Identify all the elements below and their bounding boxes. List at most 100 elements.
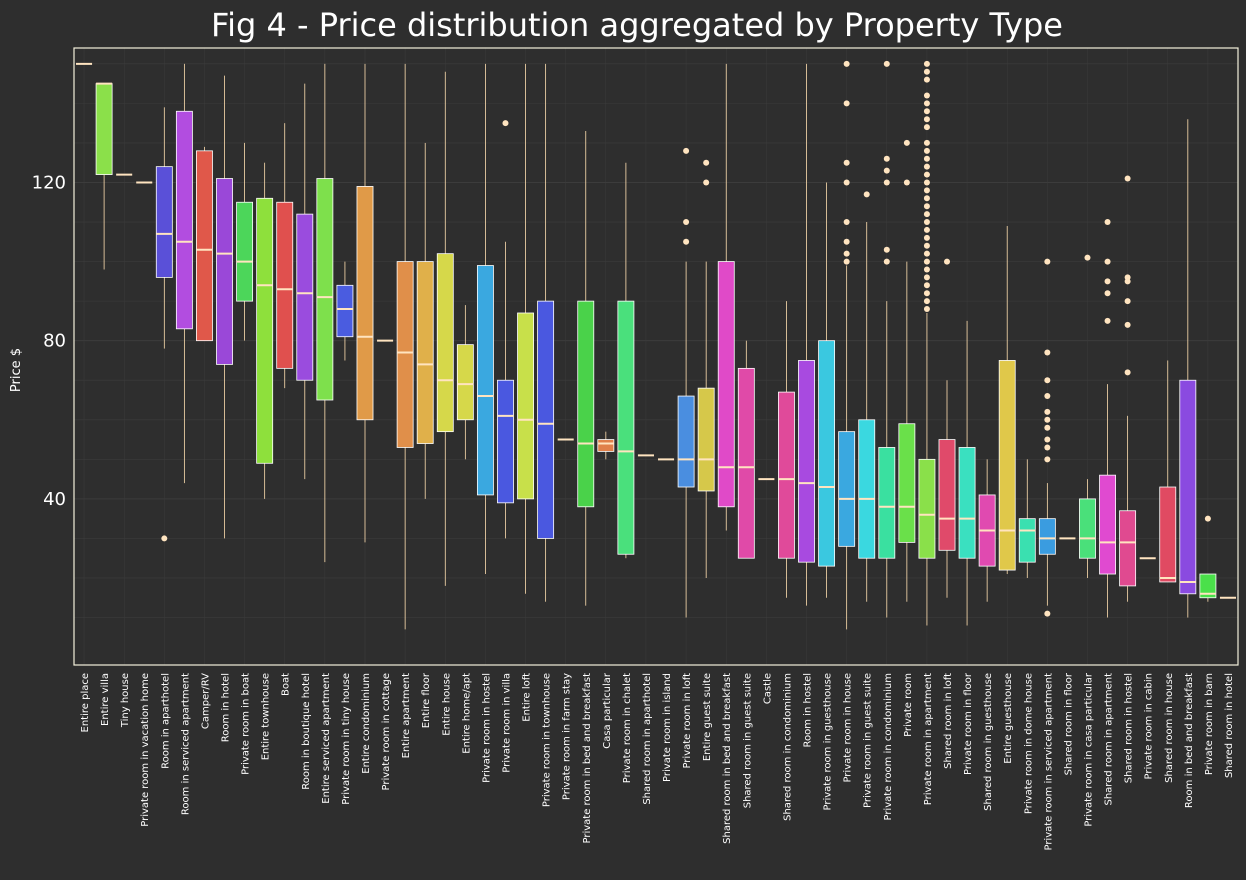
box-24 [537, 63, 555, 602]
x-axis-ticks: Entire place Entire villa Tiny house Privat… [80, 672, 1235, 850]
box-iqr [216, 178, 233, 365]
outlier-point [1104, 278, 1111, 285]
x-tick-label: Room in serviced apartment [180, 673, 191, 815]
outlier-point [1124, 298, 1131, 305]
x-tick-label: Shared room in bed and breakfast [722, 673, 733, 844]
box-34 [737, 340, 755, 559]
box-13 [316, 63, 334, 563]
x-tick-label: Boat [281, 673, 292, 696]
box-2 [95, 82, 113, 270]
box-iqr [737, 367, 755, 559]
outlier-point [683, 147, 690, 154]
box-38 [818, 182, 836, 598]
outlier-point [863, 191, 870, 198]
plot-area [76, 60, 1236, 630]
outlier-point [883, 60, 890, 67]
x-tick-label: Entire guest suite [702, 673, 713, 761]
x-tick-label: Entire townhouse [261, 673, 272, 760]
x-tick-label: Private room in casa particular [1083, 672, 1094, 827]
box-43 [918, 60, 936, 626]
outlier-point [703, 179, 710, 186]
outlier-point [923, 100, 930, 107]
box-44 [938, 258, 956, 598]
box-iqr [1179, 379, 1197, 595]
box-46 [978, 459, 996, 602]
x-tick-label: Shared room in apartment [1104, 673, 1115, 806]
box-9 [236, 142, 254, 341]
box-iqr [456, 344, 474, 421]
x-tick-label: Entire serviced apartment [321, 673, 332, 804]
box-11 [276, 123, 294, 389]
box-iqr [95, 83, 113, 175]
outlier-point [1044, 610, 1051, 617]
box-iqr [838, 431, 856, 547]
x-tick-label: Private room in tiny house [341, 673, 352, 805]
x-tick-label: Entire guesthouse [1003, 673, 1014, 764]
box-iqr [537, 300, 555, 539]
outlier-point [923, 258, 930, 265]
x-tick-label: Room in hostel [803, 673, 814, 747]
outlier-point [683, 219, 690, 226]
outlier-point [923, 274, 930, 281]
x-tick-label: Casa particular [602, 672, 613, 749]
outlier-point [923, 147, 930, 154]
x-tick-label: Private room in chalet [622, 673, 633, 783]
box-iqr [356, 186, 374, 421]
box-iqr [155, 166, 173, 278]
box-15 [356, 63, 374, 543]
outlier-point [923, 108, 930, 115]
x-tick-label: Private room [903, 673, 914, 737]
outlier-point [923, 60, 930, 67]
x-tick-label: Castle [762, 673, 773, 704]
box-23 [517, 63, 534, 594]
outlier-point [843, 60, 850, 67]
outlier-point [923, 68, 930, 75]
x-tick-label: Private room in townhouse [542, 673, 553, 807]
outlier-point [923, 282, 930, 289]
outlier-point [1044, 424, 1051, 431]
outlier-point [923, 266, 930, 273]
outlier-point [923, 195, 930, 202]
box-iqr [938, 439, 956, 551]
box-49 [1038, 258, 1056, 617]
outlier-point [883, 155, 890, 162]
x-tick-label: Entire place [80, 673, 91, 732]
x-tick-label: Private room in apartment [923, 673, 934, 805]
box-51 [1079, 254, 1096, 578]
box-45 [958, 320, 976, 626]
x-tick-label: Private room in loft [682, 673, 693, 769]
x-tick-label: Private room in farm stay [562, 673, 573, 800]
x-tick-label: Entire apartment [401, 673, 412, 758]
x-tick-label: Shared room in hostel [1124, 673, 1135, 783]
box-iqr [577, 300, 595, 508]
outlier-point [1124, 274, 1131, 281]
outlier-point [1044, 436, 1051, 443]
y-tick-label: 120 [32, 172, 66, 193]
box-iqr [697, 387, 715, 492]
outlier-point [923, 219, 930, 226]
box-iqr [497, 379, 514, 504]
box-33 [717, 63, 735, 531]
box-57 [1199, 515, 1217, 602]
box-31 [677, 147, 695, 618]
outlier-point [923, 139, 930, 146]
box-iqr [396, 261, 414, 448]
x-tick-label: Entire loft [522, 673, 533, 722]
outlier-point [944, 258, 950, 265]
outlier-point [923, 76, 930, 83]
x-tick-label: Shared room in aparthotel [642, 673, 653, 805]
outlier-point [1044, 444, 1051, 451]
outlier-point [843, 100, 850, 107]
box-iqr [1119, 510, 1137, 587]
outlier-point [923, 116, 930, 123]
x-tick-label: Shared room in hotel [1224, 673, 1235, 778]
y-tick-label: 80 [43, 331, 66, 352]
outlier-point [161, 535, 168, 542]
box-39 [838, 60, 856, 630]
outlier-point [843, 250, 850, 257]
outlier-point [923, 171, 930, 178]
box-iqr [517, 312, 534, 500]
box-iqr [1099, 474, 1116, 575]
outlier-point [703, 159, 710, 166]
